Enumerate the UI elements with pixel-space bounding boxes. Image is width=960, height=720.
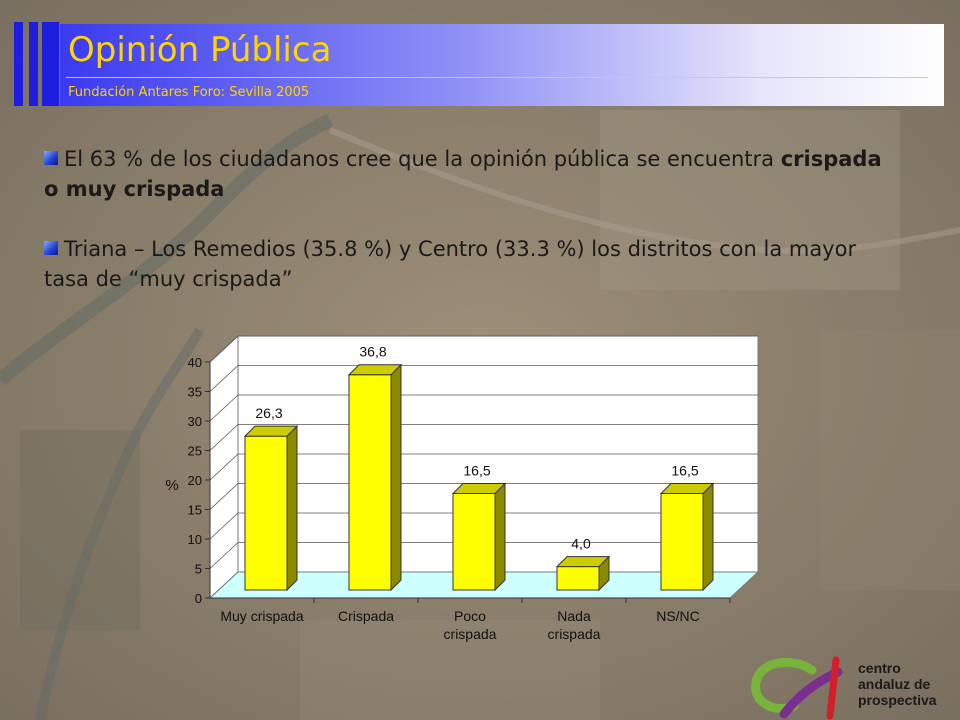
bar-side — [702, 482, 714, 592]
y-tick-label: 30 — [188, 414, 202, 429]
data-label: 16,5 — [463, 462, 490, 478]
data-label: 36,8 — [359, 344, 386, 360]
y-tick-label: 15 — [188, 503, 202, 518]
bullet-1: El 63 % de los ciudadanos cree que la op… — [44, 144, 884, 204]
logo-text: centro andaluz de prospectiva — [858, 660, 937, 708]
logo-line-2: andaluz de — [858, 676, 931, 692]
logo-line-3: prospectiva — [858, 692, 937, 708]
x-tick-label: crispada — [548, 626, 601, 642]
y-tick-label: 10 — [188, 532, 202, 547]
bullet-1-bold: crispada o muy crispada — [44, 147, 882, 201]
data-label: 4,0 — [571, 536, 591, 552]
bar-front — [452, 492, 496, 591]
grid-line-side — [209, 394, 239, 422]
bullet-2: Triana – Los Remedios (35.8 %) y Centro … — [44, 234, 884, 294]
grid-line-side — [209, 335, 239, 363]
bar-top — [555, 556, 611, 568]
bullet-2-text: Triana – Los Remedios (35.8 %) y Centro … — [44, 237, 857, 291]
bullet-square-icon — [44, 151, 58, 165]
bar-side — [494, 482, 506, 592]
title-underline — [66, 77, 928, 78]
bar-top — [347, 364, 403, 376]
bar-top — [451, 482, 507, 494]
page-subtitle: Fundación Antares Foro: Sevilla 2005 — [68, 85, 310, 100]
data-label: 16,5 — [671, 462, 698, 478]
y-tick-label: 5 — [195, 562, 202, 577]
x-tick-label: Crispada — [338, 608, 394, 624]
bar-front — [348, 374, 392, 591]
logo-line-1: centro — [858, 660, 901, 676]
y-tick-label: 40 — [188, 355, 202, 370]
grid-line-side — [209, 542, 239, 569]
y-tick-label: 0 — [195, 591, 202, 606]
bar-front — [660, 492, 704, 591]
page-title: Opinión Pública — [68, 30, 332, 70]
grid-line-side — [209, 483, 239, 510]
x-tick-label: crispada — [444, 626, 497, 642]
bar-side — [390, 363, 402, 592]
bullet-1-text: El 63 % de los ciudadanos cree que la op… — [64, 147, 781, 171]
logo-mark — [751, 656, 843, 720]
bar-top — [659, 482, 715, 494]
grid-line-side — [209, 512, 239, 540]
grid-line-side — [209, 453, 239, 481]
data-label: 26,3 — [255, 405, 282, 421]
bar-chart: 0 5 10 15 20 25 30 35 40% 26,3 Muy crispada 36,8 Cri… — [165, 334, 760, 642]
grid-line-side — [209, 424, 239, 451]
x-tick-label: Poco — [454, 608, 486, 624]
bar-side — [286, 424, 298, 592]
bar-top — [243, 425, 299, 437]
x-tick-label: Nada — [557, 608, 591, 624]
y-tick-label: 25 — [188, 444, 202, 459]
y-tick-label: 20 — [188, 473, 202, 488]
bar-front — [556, 566, 600, 591]
y-axis-label: % — [165, 477, 178, 494]
bar-front — [244, 435, 288, 591]
x-tick-label: Muy crispada — [220, 608, 303, 624]
grid-line-side — [209, 365, 239, 392]
y-tick-label: 35 — [188, 385, 202, 400]
x-tick-label: NS/NC — [656, 608, 700, 624]
bullet-square-icon — [44, 241, 58, 255]
header-banner: Opinión Pública Fundación Antares Foro: … — [60, 24, 944, 106]
